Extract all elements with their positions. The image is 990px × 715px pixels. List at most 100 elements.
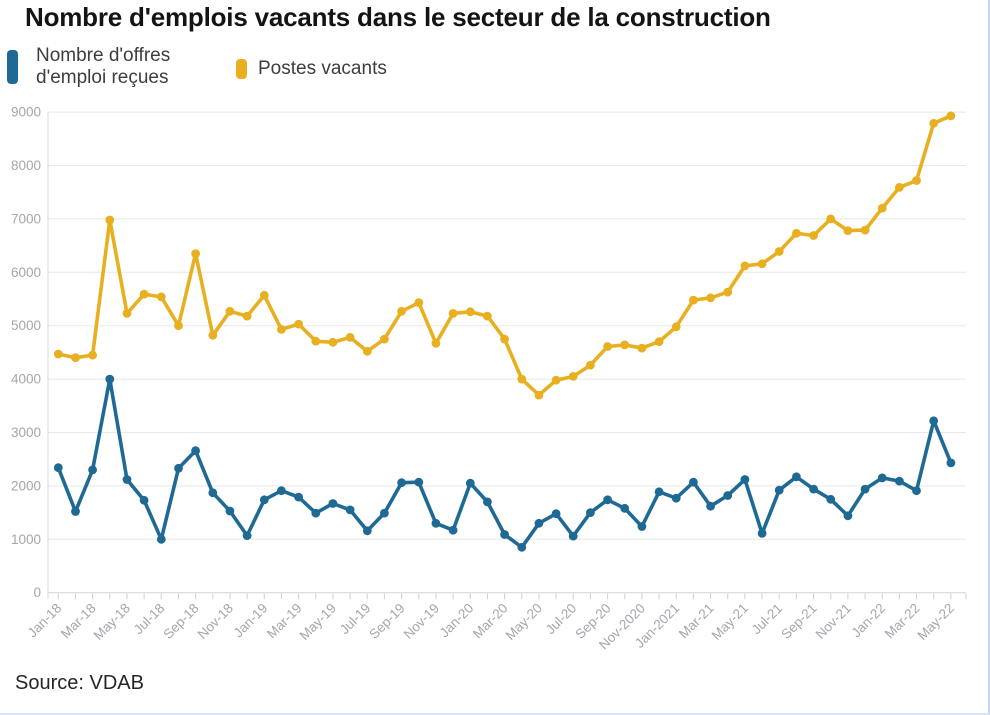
- data-point-offres-recues: [568, 531, 578, 541]
- data-point-postes-vacants: [465, 307, 475, 317]
- data-point-offres-recues: [277, 486, 286, 496]
- legend-label-postes: Postes vacants: [258, 58, 387, 79]
- data-point-offres-recues: [448, 525, 458, 535]
- data-point-offres-recues: [757, 529, 767, 538]
- data-point-offres-recues: [620, 503, 630, 513]
- data-point-postes-vacants: [551, 375, 561, 385]
- data-point-offres-recues: [225, 506, 235, 516]
- data-point-postes-vacants: [448, 309, 458, 318]
- data-point-offres-recues: [88, 465, 97, 475]
- x-axis-tick-label: Nov-19: [401, 601, 442, 642]
- y-axis-tick-label: 6000: [11, 265, 41, 280]
- data-point-postes-vacants: [792, 228, 801, 238]
- y-axis-tick-label: 7000: [11, 211, 41, 226]
- data-point-offres-recues: [551, 509, 561, 519]
- data-point-offres-recues: [397, 478, 406, 488]
- data-point-postes-vacants: [620, 340, 630, 350]
- data-point-offres-recues: [603, 495, 612, 505]
- x-axis-tick-label: May-19: [297, 601, 339, 643]
- data-point-postes-vacants: [895, 183, 904, 192]
- data-point-postes-vacants: [826, 214, 836, 224]
- x-axis-tick-label: Jan-19: [231, 601, 271, 641]
- data-point-offres-recues: [809, 484, 818, 494]
- data-point-offres-recues: [671, 493, 681, 503]
- data-point-postes-vacants: [843, 226, 853, 236]
- data-point-postes-vacants: [328, 337, 338, 347]
- data-point-offres-recues: [174, 463, 183, 473]
- data-point-offres-recues: [328, 499, 338, 508]
- data-point-postes-vacants: [311, 336, 321, 346]
- data-point-offres-recues: [517, 542, 527, 552]
- data-point-postes-vacants: [259, 290, 269, 300]
- data-point-offres-recues: [345, 505, 355, 515]
- data-point-offres-recues: [792, 472, 801, 482]
- data-point-offres-recues: [362, 526, 372, 536]
- data-point-postes-vacants: [757, 259, 767, 269]
- data-point-offres-recues: [877, 473, 887, 483]
- data-point-postes-vacants: [242, 311, 252, 321]
- chart-canvas: 0 1000 2000 3000 4000 5000 6000 7000 8000 9000 Jan…: [11, 105, 967, 653]
- data-point-postes-vacants: [277, 325, 286, 334]
- data-point-postes-vacants: [689, 295, 698, 305]
- data-point-offres-recues: [122, 475, 132, 484]
- data-point-postes-vacants: [946, 111, 956, 121]
- data-point-offres-recues: [654, 487, 664, 497]
- legend-swatch-blue: [7, 49, 18, 84]
- data-point-postes-vacants: [877, 203, 887, 213]
- data-point-postes-vacants: [156, 292, 166, 302]
- x-axis-tick-label: May-20: [503, 601, 545, 643]
- data-point-postes-vacants: [380, 334, 389, 344]
- data-point-offres-recues: [53, 463, 63, 473]
- data-point-postes-vacants: [860, 225, 870, 235]
- data-point-offres-recues: [826, 494, 836, 504]
- chart-title: Nombre d'emplois vacants dans le secteur…: [25, 2, 771, 32]
- legend-swatch-yellow: [236, 58, 247, 79]
- y-axis-tick-label: 5000: [11, 318, 41, 333]
- x-axis-tick-label: Nov-21: [813, 601, 854, 642]
- data-point-offres-recues: [105, 374, 115, 384]
- x-axis-tick-label: Jan-22: [849, 601, 889, 641]
- data-point-offres-recues: [465, 478, 475, 488]
- y-axis-tick-label: 4000: [11, 372, 41, 387]
- data-point-offres-recues: [156, 534, 166, 544]
- source-label: Source: VDAB: [15, 672, 144, 694]
- data-point-postes-vacants: [603, 342, 612, 351]
- data-point-postes-vacants: [912, 176, 921, 185]
- x-axis-tick-label: Jan-20: [437, 601, 477, 641]
- data-point-postes-vacants: [929, 118, 939, 128]
- data-point-postes-vacants: [345, 333, 355, 342]
- legend-item-postes: Postes vacants: [236, 58, 387, 80]
- data-point-postes-vacants: [483, 311, 492, 321]
- data-point-postes-vacants: [174, 321, 183, 331]
- data-point-postes-vacants: [654, 337, 664, 347]
- data-point-offres-recues: [723, 491, 733, 500]
- data-point-offres-recues: [843, 511, 853, 521]
- data-point-postes-vacants: [671, 322, 681, 332]
- data-point-offres-recues: [534, 518, 544, 528]
- y-axis-tick-label: 1000: [11, 532, 41, 547]
- data-point-postes-vacants: [71, 353, 80, 363]
- data-point-offres-recues: [706, 501, 715, 511]
- x-axis-tick-label: Sep-21: [778, 601, 819, 642]
- data-point-offres-recues: [414, 477, 424, 487]
- data-point-offres-recues: [946, 458, 956, 468]
- data-point-postes-vacants: [431, 338, 441, 348]
- data-point-offres-recues: [500, 530, 509, 539]
- data-point-postes-vacants: [139, 289, 149, 299]
- data-point-postes-vacants: [191, 249, 201, 258]
- data-point-offres-recues: [637, 522, 647, 531]
- data-point-postes-vacants: [105, 215, 115, 225]
- data-point-offres-recues: [139, 495, 149, 505]
- data-point-postes-vacants: [774, 247, 784, 256]
- data-point-postes-vacants: [294, 319, 303, 329]
- data-point-offres-recues: [774, 485, 784, 495]
- data-point-offres-recues: [689, 477, 698, 487]
- x-axis-tick-label: Sep-18: [160, 601, 201, 642]
- data-point-postes-vacants: [637, 343, 647, 353]
- data-point-postes-vacants: [809, 231, 818, 240]
- x-axis-tick-label: Nov-18: [195, 601, 236, 642]
- x-axis-tick-label: May-22: [915, 601, 957, 643]
- y-axis-tick-label: 0: [33, 585, 41, 600]
- y-axis-tick-label: 2000: [11, 478, 41, 493]
- data-point-postes-vacants: [208, 330, 218, 340]
